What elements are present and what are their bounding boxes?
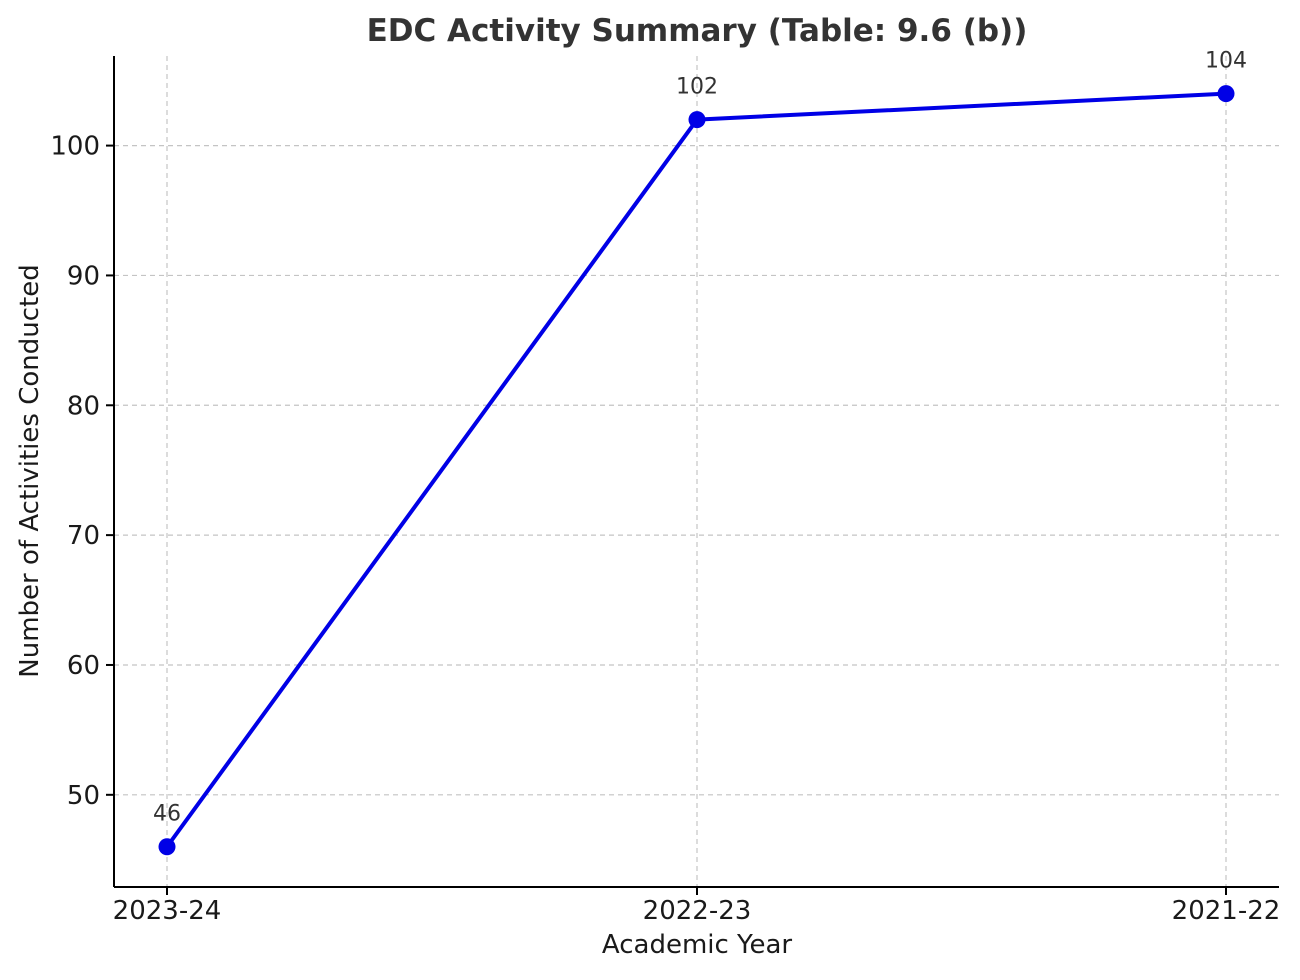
data-points: [158, 85, 1235, 856]
data-label: 102: [676, 75, 718, 100]
y-tick-label: 90: [67, 261, 100, 291]
data-labels: 46 102 104: [153, 49, 1247, 827]
x-tick-label: 2023-24: [113, 896, 222, 926]
x-axis-ticks: 2023-24 2022-23 2021-22: [113, 887, 1281, 926]
x-tick-label: 2021-22: [1172, 896, 1281, 926]
y-axis-label: Number of Activities Conducted: [15, 264, 45, 677]
y-tick-label: 70: [67, 521, 100, 551]
x-tick-label: 2022-23: [643, 896, 752, 926]
data-point: [158, 838, 176, 856]
grid-lines: [114, 56, 1279, 887]
data-point: [1217, 85, 1235, 103]
y-tick-label: 50: [67, 781, 100, 811]
chart-title: EDC Activity Summary (Table: 9.6 (b)): [367, 13, 1028, 49]
data-label: 104: [1205, 49, 1247, 74]
data-point: [688, 111, 706, 129]
y-tick-label: 80: [67, 391, 100, 421]
y-tick-label: 60: [67, 651, 100, 681]
y-tick-label: 100: [50, 132, 100, 162]
y-axis-ticks: 50 60 70 80 90 100: [50, 132, 114, 811]
x-axis-label: Academic Year: [602, 930, 793, 960]
data-label: 46: [153, 802, 181, 827]
